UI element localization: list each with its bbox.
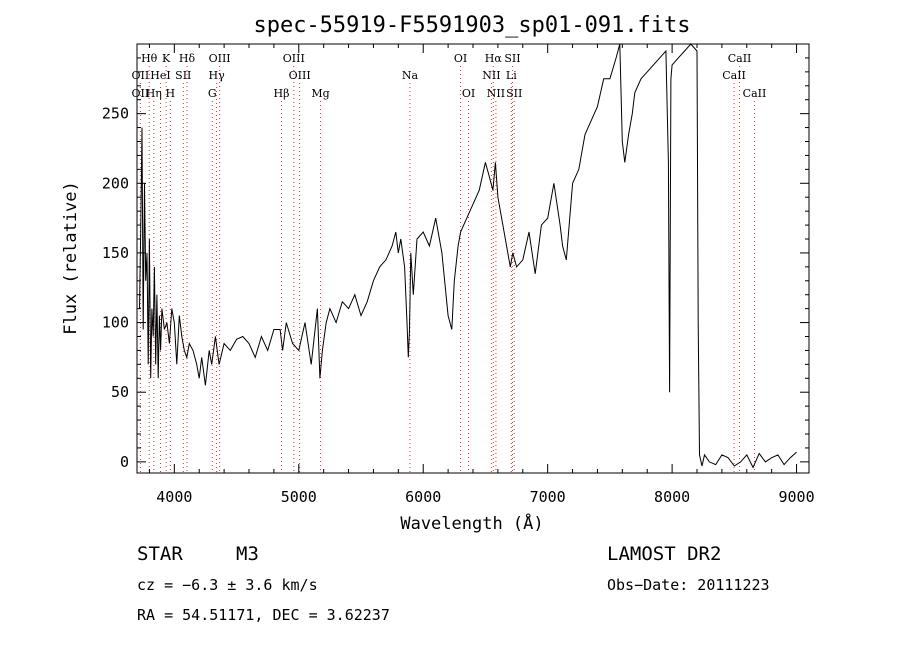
spectral-line-label: Hα [485, 52, 503, 65]
x-tick-label: 6000 [405, 488, 441, 506]
y-tick-label: 100 [102, 314, 129, 332]
spectral-line-label: CaII [728, 52, 752, 65]
obs-date: Obs−Date: 20111223 [607, 576, 770, 594]
object-subclass: M3 [236, 543, 259, 565]
y-axis-label: Flux (relative) [61, 181, 81, 335]
spectral-line-label: H [166, 87, 176, 100]
spectral-line-label: G [208, 87, 217, 100]
coordinates: RA = 54.51171, DEC = 3.62237 [137, 606, 390, 624]
y-tick-label: 50 [111, 383, 129, 401]
x-tick-label: 7000 [530, 488, 566, 506]
spectral-line-label: OII [132, 69, 150, 82]
x-axis-label: Wavelength (Å) [400, 512, 543, 534]
x-axis: 4000 5000 6000 7000 8000 9000 [148, 44, 815, 506]
spectral-line-label: NII [482, 69, 500, 82]
y-tick-label: 150 [102, 244, 129, 262]
x-tick-label: 4000 [156, 488, 192, 506]
spectral-line-label: NII [487, 87, 505, 100]
spectral-line-label: HeI [150, 69, 170, 82]
spectral-line-label: Hγ [209, 69, 226, 82]
spectral-line-label: Hη [146, 87, 162, 100]
spectral-line-label: CaII [722, 69, 746, 82]
y-axis: 0 50 100 150 200 250 [102, 57, 809, 471]
y-tick-label: 0 [120, 453, 129, 471]
plot-frame [136, 43, 810, 474]
spectral-line-label: Hβ [274, 87, 290, 100]
x-tick-label: 9000 [778, 488, 814, 506]
spectral-line-label: K [162, 52, 171, 65]
spectral-line-label: OIII [289, 69, 311, 82]
spectral-line-label: OIII [283, 52, 305, 65]
spectral-line-label: OIII [209, 52, 231, 65]
x-tick-label: 5000 [281, 488, 317, 506]
spectral-line-label: Na [402, 69, 419, 82]
spectral-line-label: Hθ [141, 52, 158, 65]
spectral-line-label: Mg [311, 87, 329, 100]
spectrum-line [139, 43, 797, 469]
spectral-line-label: OI [454, 52, 467, 65]
survey-name: LAMOST DR2 [607, 543, 721, 565]
spectral-line-label: OI [462, 87, 475, 100]
y-tick-label: 200 [102, 174, 129, 192]
spectral-line-label: Hδ [179, 52, 196, 65]
spectral-line-label: SII [506, 87, 522, 100]
spectral-line-label: Li [506, 69, 517, 82]
x-tick-label: 8000 [654, 488, 690, 506]
spectral-line-label: SII [175, 69, 191, 82]
chart-title: spec-55919-F5591903_sp01-091.fits [253, 13, 690, 38]
spectral-line-label: OII [132, 87, 150, 100]
spectral-line-label: SII [504, 52, 520, 65]
object-class: STAR [137, 543, 183, 565]
y-tick-label: 250 [102, 105, 129, 123]
spectral-line-label: CaII [743, 87, 767, 100]
line-markers-layer [139, 66, 755, 473]
redshift-info: cz = −6.3 ± 3.6 km/s [137, 576, 318, 594]
